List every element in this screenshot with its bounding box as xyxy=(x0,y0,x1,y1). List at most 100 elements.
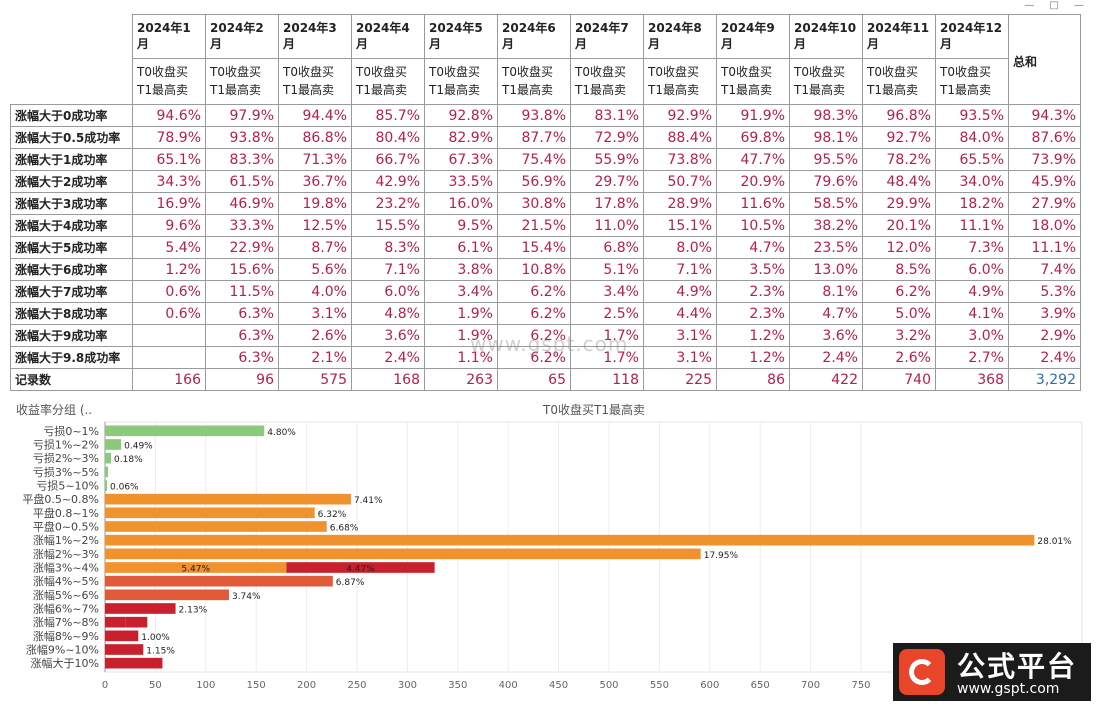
table-cell: 2.5% xyxy=(570,302,644,325)
table-row: 涨幅大于9.8成功率 6.3% 2.1% 2.4% 1.1% 6.2% 1.7% 3.1% 1.… xyxy=(10,346,1081,369)
table-cell: 42.9% xyxy=(351,170,425,193)
x-tick-label: 400 xyxy=(499,680,518,691)
table-cell: 12.5% xyxy=(278,214,352,237)
row-label: 涨幅大于9成功率 xyxy=(10,324,133,347)
table-cell: 3.4% xyxy=(424,280,498,303)
table-cell: 2.6% xyxy=(278,324,352,347)
x-tick-label: 150 xyxy=(247,680,266,691)
table-cell: 78.9% xyxy=(132,126,206,149)
table-cell: 4.0% xyxy=(278,280,352,303)
x-tick-label: 350 xyxy=(448,680,467,691)
table-cell: 16.0% xyxy=(424,192,498,215)
window-controls[interactable]: — □ — xyxy=(1024,0,1090,11)
table-row: 涨幅大于7成功率 0.6% 11.5% 4.0% 6.0% 3.4% 6.2% 3.4% 4.9… xyxy=(10,280,1081,303)
month-header: 2024年8月 xyxy=(643,14,717,59)
category-label: 涨幅1%~2% xyxy=(33,534,99,547)
table-cell: 30.8% xyxy=(497,192,571,215)
table-cell: 2.3% xyxy=(716,280,790,303)
table-cell: 6.0% xyxy=(935,258,1009,281)
bar xyxy=(105,603,176,614)
bar xyxy=(105,548,701,560)
total-cell: 5.3% xyxy=(1008,280,1081,303)
table-cell: 3.6% xyxy=(351,324,425,347)
measure-header: T0收盘买T1最高卖 xyxy=(716,58,790,105)
x-tick-label: 50 xyxy=(149,680,162,691)
measure-header: T0收盘买T1最高卖 xyxy=(497,58,571,105)
table-cell: 6.3% xyxy=(205,324,279,347)
total-cell: 27.9% xyxy=(1008,192,1081,215)
bar xyxy=(105,644,144,655)
category-label: 涨幅6%~7% xyxy=(33,603,99,616)
bar xyxy=(105,439,122,450)
table-cell: 96 xyxy=(205,368,279,391)
table-cell: 5.4% xyxy=(132,236,206,259)
category-label: 涨幅2%~3% xyxy=(33,548,99,561)
total-cell: 11.1% xyxy=(1008,236,1081,259)
table-cell: 5.0% xyxy=(862,302,936,325)
category-label: 平盘0~0.5% xyxy=(33,520,99,534)
table-cell: 6.1% xyxy=(424,236,498,259)
table-cell: 34.3% xyxy=(132,170,206,193)
table-cell: 166 xyxy=(132,368,206,391)
month-header: 2024年10月 xyxy=(789,14,863,59)
table-cell: 80.4% xyxy=(351,126,425,149)
month-header: 2024年9月 xyxy=(716,14,790,59)
table-row: 涨幅大于3成功率 16.9% 46.9% 19.8% 23.2% 16.0% 30.8% 17… xyxy=(10,192,1081,215)
row-label: 涨幅大于6成功率 xyxy=(10,258,133,281)
total-cell: 73.9% xyxy=(1008,148,1081,171)
table-cell: 13.0% xyxy=(789,258,863,281)
x-tick-label: 200 xyxy=(297,680,316,691)
table-cell: 86.8% xyxy=(278,126,352,149)
table-cell: 69.8% xyxy=(716,126,790,149)
table-cell: 5.1% xyxy=(570,258,644,281)
table-row: 涨幅大于1成功率 65.1% 83.3% 71.3% 66.7% 67.3% 75.4% 55… xyxy=(10,148,1081,171)
table-cell: 19.8% xyxy=(278,192,352,215)
table-cell: 73.8% xyxy=(643,148,717,171)
table-cell: 4.4% xyxy=(643,302,717,325)
table-cell: 67.3% xyxy=(424,148,498,171)
table-cell: 65.5% xyxy=(935,148,1009,171)
row-label: 涨幅大于8成功率 xyxy=(10,302,133,325)
month-header: 2024年4月 xyxy=(351,14,425,59)
row-label: 涨幅大于0.5成功率 xyxy=(10,126,133,149)
category-label: 亏损0~1% xyxy=(43,424,99,438)
category-label: 涨幅大于10% xyxy=(31,656,99,670)
table-cell: 6.2% xyxy=(862,280,936,303)
category-label: 涨幅4%~5% xyxy=(33,575,99,588)
bar-segment-label: 5.47% xyxy=(181,565,210,575)
bar-value-label: 0.18% xyxy=(114,455,143,465)
table-corner xyxy=(10,14,133,105)
total-cell: 94.3% xyxy=(1008,104,1081,127)
category-label: 亏损2%~3% xyxy=(33,451,99,465)
table-cell: 61.5% xyxy=(205,170,279,193)
table-cell: 8.3% xyxy=(351,236,425,259)
table-cell: 1.2% xyxy=(716,346,790,369)
total-cell: 18.0% xyxy=(1008,214,1081,237)
table-cell: 8.5% xyxy=(862,258,936,281)
row-label: 涨幅大于9.8成功率 xyxy=(10,346,133,369)
x-tick-label: 250 xyxy=(347,680,366,691)
table-cell: 3.1% xyxy=(278,302,352,325)
table-cell: 29.9% xyxy=(862,192,936,215)
logo-icon xyxy=(899,649,945,695)
bar xyxy=(105,657,163,669)
table-cell: 28.9% xyxy=(643,192,717,215)
bar xyxy=(105,562,287,573)
table-cell: 3.5% xyxy=(716,258,790,281)
x-tick-label: 700 xyxy=(801,680,820,691)
table-cell: 6.2% xyxy=(497,302,571,325)
table-cell: 97.9% xyxy=(205,104,279,127)
row-label: 涨幅大于0成功率 xyxy=(10,104,133,127)
total-cell: 7.4% xyxy=(1008,258,1081,281)
table-cell: 2.4% xyxy=(351,346,425,369)
x-tick-label: 0 xyxy=(102,680,108,691)
x-tick-label: 450 xyxy=(549,680,568,691)
table-cell: 47.7% xyxy=(716,148,790,171)
table-cell: 575 xyxy=(278,368,352,391)
table-cell: 1.2% xyxy=(716,324,790,347)
table-cell: 8.1% xyxy=(789,280,863,303)
bar xyxy=(105,493,351,505)
measure-header: T0收盘买T1最高卖 xyxy=(643,58,717,105)
category-label: 亏损1%~2% xyxy=(33,438,99,452)
table-cell: 7.1% xyxy=(643,258,717,281)
